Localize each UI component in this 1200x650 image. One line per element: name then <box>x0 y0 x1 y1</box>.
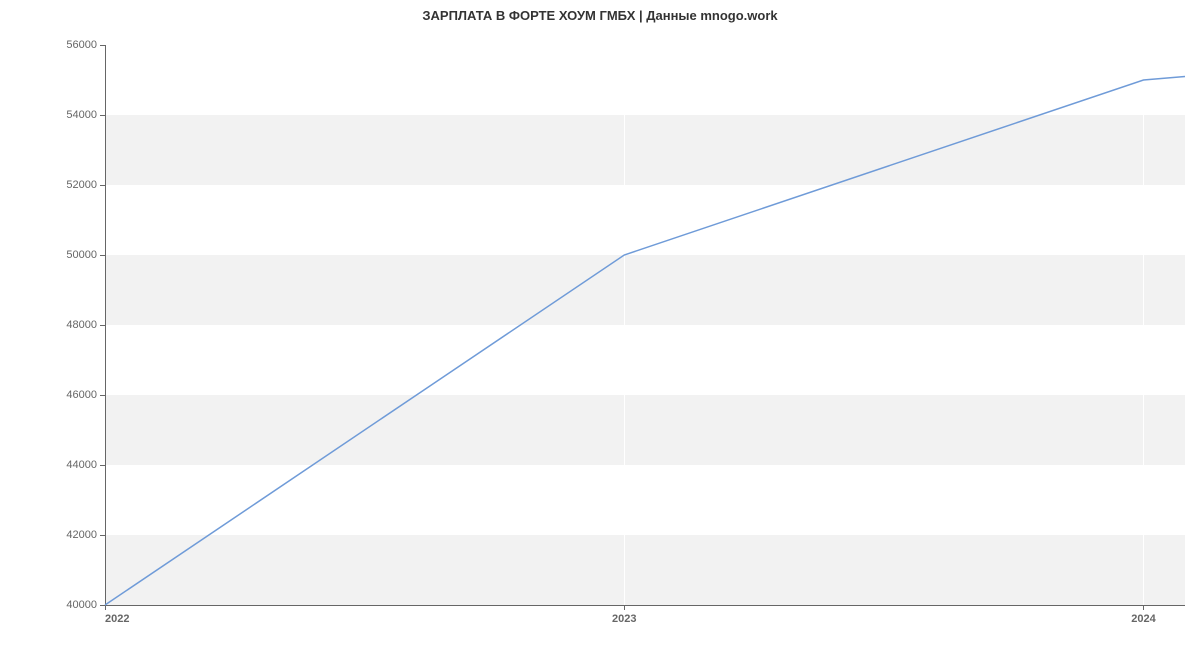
x-tick-label: 2022 <box>105 605 129 625</box>
chart-title: ЗАРПЛАТА В ФОРТЕ ХОУМ ГМБХ | Данные mnog… <box>0 8 1200 23</box>
series-line-salary <box>105 77 1185 606</box>
plot-area: 4000042000440004600048000500005200054000… <box>105 45 1185 605</box>
salary-line-chart: ЗАРПЛАТА В ФОРТЕ ХОУМ ГМБХ | Данные mnog… <box>0 0 1200 650</box>
series-layer <box>105 45 1185 605</box>
x-axis-line <box>105 605 1185 606</box>
